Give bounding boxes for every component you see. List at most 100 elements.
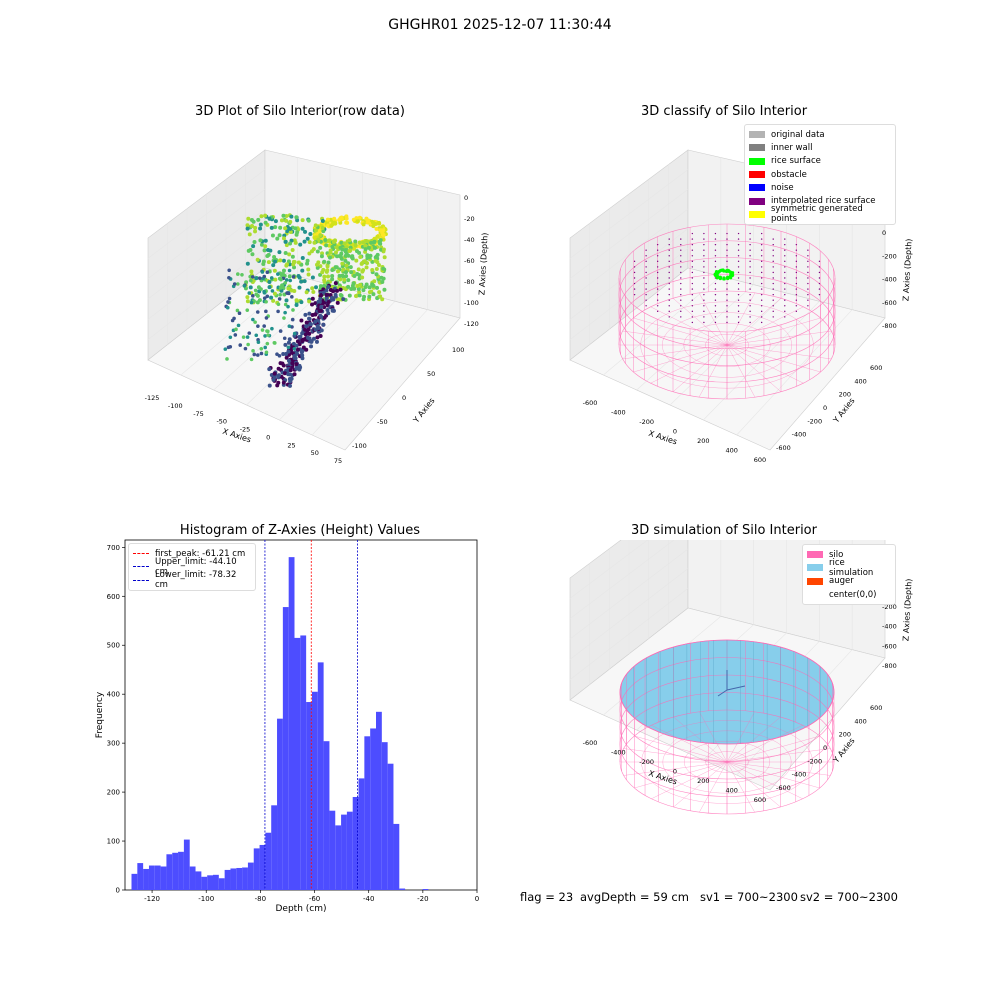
plot2-interpolated-point <box>749 232 751 235</box>
plot1-point <box>321 322 326 327</box>
plot1-point <box>343 253 348 258</box>
plot1-point <box>276 380 281 385</box>
plot2-interpolated-point <box>760 238 763 240</box>
plot1-point <box>315 335 320 340</box>
plot2-interpolated-point <box>749 238 751 240</box>
plot2-interpolated-point <box>645 266 647 268</box>
plot2-interpolated-point <box>772 271 774 274</box>
plot1-point <box>374 226 379 231</box>
plot1-point <box>251 219 256 224</box>
plot1-point <box>370 259 375 264</box>
plot1-point <box>336 269 341 274</box>
plot2-interpolated-point <box>784 305 786 307</box>
plot2-x-tick-label: -400 <box>611 409 626 417</box>
histogram-bar <box>393 823 400 890</box>
plot2-interpolated-point <box>703 305 705 307</box>
plot2-interpolated-point <box>714 310 717 313</box>
plot2-interpolated-point <box>818 277 821 279</box>
plot1-y-axis-label: Y Axies <box>411 396 437 425</box>
plot2-interpolated-point <box>784 293 786 296</box>
plot2-floor-ring <box>661 312 793 378</box>
histogram-bar <box>329 810 336 890</box>
plot2-interpolated-point <box>795 299 798 301</box>
plot1-point <box>234 327 238 332</box>
plot2-interpolated-point <box>749 321 751 324</box>
plot2-floor-spoke <box>726 344 821 373</box>
plot1-point <box>307 331 312 336</box>
plot1-point <box>308 232 313 237</box>
plot1-point <box>282 371 287 376</box>
plot1-point <box>262 296 267 301</box>
plot1-point <box>315 324 320 329</box>
plot2-floor-spoke <box>633 344 728 373</box>
plot2-interpolated-point <box>680 299 682 301</box>
plot1-point <box>330 308 335 313</box>
plot4-legend-swatch <box>807 591 823 599</box>
plot1-point <box>377 221 382 226</box>
plot1-point <box>288 278 293 283</box>
plot2-interpolated-point <box>749 271 751 274</box>
plot1-point <box>272 340 277 345</box>
plot4-floor-spoke <box>726 748 831 763</box>
plot1-point <box>253 320 257 324</box>
plot1-point <box>297 342 302 347</box>
plot1-point <box>326 223 331 228</box>
plot2-floor-spoke <box>698 344 728 398</box>
plot2-interpolated-point <box>726 316 728 318</box>
plot1-point <box>245 299 250 304</box>
plot1-point <box>223 347 228 351</box>
plot2-legend-swatch <box>749 131 765 139</box>
plot4-z-tick-label: -800 <box>882 662 897 670</box>
plot2-interpolated-point <box>645 249 647 251</box>
plot1-point <box>293 240 298 245</box>
plot1-point <box>371 240 376 245</box>
plot4-floor-spoke <box>634 761 728 789</box>
plot2-interpolated-point <box>795 243 798 246</box>
plot1-point <box>351 281 356 286</box>
plot1-point <box>313 223 318 228</box>
plot2-interpolated-point <box>714 232 717 235</box>
plot2-interpolated-point <box>703 271 705 274</box>
plot1-point <box>346 284 351 289</box>
plot2-interpolated-point <box>772 310 774 313</box>
plot1-point <box>284 243 289 248</box>
plot2-interpolated-point <box>645 277 647 279</box>
plot1-point <box>313 235 318 240</box>
plot2-floor-spoke <box>726 306 804 346</box>
plot4-grid-line <box>569 540 649 599</box>
histogram-y-tick-label: 100 <box>107 838 120 846</box>
plot2-legend-swatch <box>749 157 765 165</box>
plot1-point <box>332 216 337 221</box>
plot1-point <box>381 247 386 252</box>
plot1-point <box>281 273 285 277</box>
histogram-bar <box>271 805 278 890</box>
plot1-y-tick-label: 0 <box>402 394 406 402</box>
plot2-grid-line <box>703 301 820 421</box>
plot2-interpolated-point <box>784 260 786 263</box>
plot1-point <box>254 292 259 297</box>
plot2-legend-label: symmetric generated points <box>771 204 863 225</box>
plot1-point <box>295 230 300 235</box>
plot2-floor-spoke <box>726 298 782 346</box>
plot2-interpolated-point <box>818 288 821 290</box>
plot2-interpolated-point <box>691 305 694 307</box>
plot2-interpolated-point <box>633 293 636 296</box>
plot1-point <box>294 215 299 220</box>
plot1-point <box>334 288 339 293</box>
plot1-point <box>278 329 283 333</box>
plot1-point <box>292 288 297 293</box>
plot1-x-tick-label: 50 <box>311 449 319 457</box>
plot1-point <box>324 288 329 293</box>
histogram-y-tick-label: 0 <box>116 887 120 895</box>
histogram-x-tick-label: -20 <box>417 895 428 903</box>
plot2-interpolated-point <box>784 249 786 251</box>
histogram-bar <box>242 867 248 890</box>
plot1-point <box>299 279 304 284</box>
plot2-interpolated-point <box>714 299 717 301</box>
plot1-point <box>374 272 379 277</box>
plot4-x-tick-label: 400 <box>725 787 737 795</box>
histogram-bar <box>294 637 301 890</box>
plot1-z-axis-label: Z Axies (Depth) <box>477 232 489 295</box>
plot2-interpolated-point <box>714 305 717 307</box>
plot1-point <box>306 335 311 340</box>
